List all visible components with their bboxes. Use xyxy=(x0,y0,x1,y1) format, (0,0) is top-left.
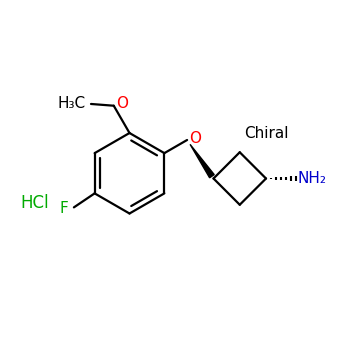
Polygon shape xyxy=(190,144,214,178)
Text: H₃C: H₃C xyxy=(58,96,86,111)
Text: Chiral: Chiral xyxy=(244,126,288,140)
Text: O: O xyxy=(189,131,201,146)
Text: O: O xyxy=(117,97,128,111)
Text: F: F xyxy=(60,201,69,216)
Text: NH₂: NH₂ xyxy=(298,171,327,186)
Text: HCl: HCl xyxy=(21,194,49,212)
